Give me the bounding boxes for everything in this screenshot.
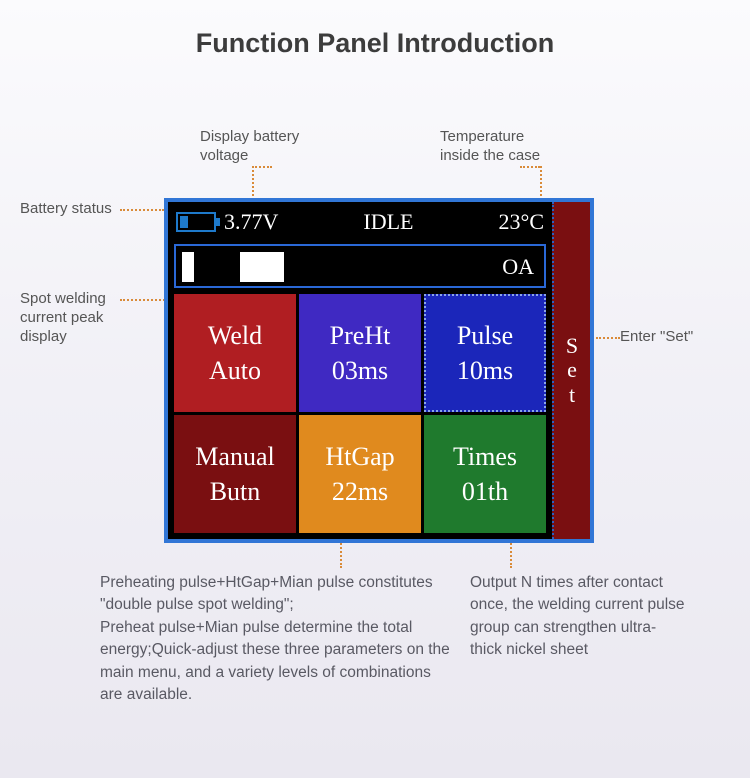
current-bar: OA xyxy=(174,244,546,288)
current-label: OA xyxy=(502,254,534,280)
device-screen: 3.77V IDLE 23°C OA Weld Auto PreHt 03ms … xyxy=(164,198,594,543)
ann-enter-set: Enter "Set" xyxy=(620,328,693,347)
cell-htgap-l1: HtGap xyxy=(325,439,394,474)
ann-temperature: Temperature inside the case xyxy=(440,128,540,166)
cell-times-l1: Times xyxy=(453,439,517,474)
footer-left: Preheating pulse+HtGap+Mian pulse consti… xyxy=(100,572,450,707)
cell-weld-l2: Auto xyxy=(209,353,261,388)
status-voltage: 3.77V xyxy=(224,209,278,235)
set-button[interactable]: Set xyxy=(552,202,590,539)
cell-pulse[interactable]: Pulse 10ms xyxy=(424,294,546,412)
cell-times-l2: 01th xyxy=(462,474,508,509)
ann-battery-status: Battery status xyxy=(20,200,112,219)
cell-htgap[interactable]: HtGap 22ms xyxy=(299,415,421,533)
cell-grid: Weld Auto PreHt 03ms Pulse 10ms Manual B… xyxy=(168,294,552,539)
status-bar: 3.77V IDLE 23°C xyxy=(168,202,552,242)
ann-display-voltage: Display battery voltage xyxy=(200,128,299,166)
cell-htgap-l2: 22ms xyxy=(332,474,388,509)
cell-preht[interactable]: PreHt 03ms xyxy=(299,294,421,412)
ann-spot-welding: Spot welding current peak display xyxy=(20,290,106,346)
cell-preht-l1: PreHt xyxy=(330,318,391,353)
status-temp: 23°C xyxy=(499,209,544,235)
cell-times[interactable]: Times 01th xyxy=(424,415,546,533)
battery-icon xyxy=(176,212,216,232)
cell-pulse-l1: Pulse xyxy=(457,318,513,353)
screen-main: 3.77V IDLE 23°C OA Weld Auto PreHt 03ms … xyxy=(168,202,552,539)
status-state: IDLE xyxy=(286,209,490,235)
cell-manual-l2: Butn xyxy=(210,474,261,509)
cell-preht-l2: 03ms xyxy=(332,353,388,388)
cell-weld-l1: Weld xyxy=(208,318,262,353)
page-title: Function Panel Introduction xyxy=(0,28,750,59)
cell-weld[interactable]: Weld Auto xyxy=(174,294,296,412)
cell-manual[interactable]: Manual Butn xyxy=(174,415,296,533)
footer-right: Output N times after contact once, the w… xyxy=(470,572,685,662)
cell-pulse-l2: 10ms xyxy=(457,353,513,388)
cell-manual-l1: Manual xyxy=(195,439,274,474)
